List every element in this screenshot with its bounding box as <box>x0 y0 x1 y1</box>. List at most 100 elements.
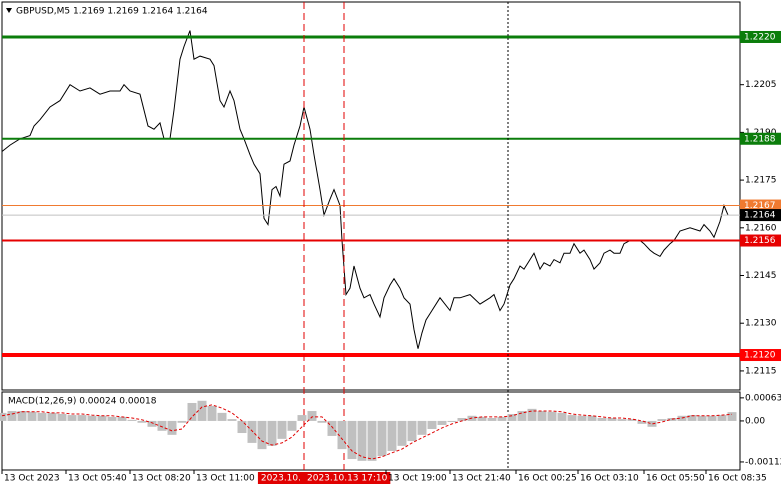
macd-histogram-bar <box>337 420 347 450</box>
x-tick-label: 16 Oct 03:10 <box>580 474 639 484</box>
chart-title: GBPUSD,M5 1.2169 1.2169 1.2164 1.2164 <box>16 7 208 17</box>
macd-histogram-bar <box>107 416 117 421</box>
macd-histogram-bar <box>627 419 637 421</box>
macd-histogram-bar <box>137 420 147 423</box>
y-tick-label: 1.2205 <box>745 80 777 90</box>
macd-histogram-bar <box>487 418 497 421</box>
price-level-tag <box>740 234 781 247</box>
price-level-label: 1.2164 <box>744 211 776 221</box>
macd-histogram-bar <box>717 415 727 421</box>
macd-histogram-bar <box>547 411 557 421</box>
macd-histogram-bar <box>267 420 277 446</box>
macd-histogram-bar <box>727 412 737 421</box>
macd-histogram-bar <box>357 420 367 461</box>
macd-histogram-bar <box>17 411 27 421</box>
macd-histogram-bar <box>7 411 17 421</box>
macd-histogram-bar <box>217 412 227 421</box>
macd-histogram-bar <box>67 415 77 421</box>
y-tick-label: 1.2130 <box>745 319 777 329</box>
macd-histogram-bar <box>167 420 177 435</box>
macd-histogram-bar <box>27 411 37 421</box>
x-tick-label: 16 Oct 00:25 <box>518 474 577 484</box>
macd-histogram-bar <box>127 419 137 421</box>
x-tick-label: 13 Oct 19:00 <box>388 474 447 484</box>
macd-histogram-bar <box>247 420 257 443</box>
price-level-tag <box>740 349 781 362</box>
y-tick-label: -0.00112 <box>745 457 781 467</box>
macd-histogram-bar <box>437 420 447 425</box>
macd-histogram-bar <box>287 420 297 431</box>
macd-histogram-bar <box>587 415 597 421</box>
y-tick-label: 1.2145 <box>745 271 777 281</box>
macd-histogram-bar <box>607 418 617 421</box>
macd-histogram-bar <box>97 415 107 421</box>
macd-histogram-bar <box>657 419 667 421</box>
price-panel <box>1 1 741 391</box>
macd-histogram-bar <box>157 420 167 431</box>
macd-histogram-bar <box>77 415 87 421</box>
x-tick-label: 16 Oct 08:35 <box>708 474 767 484</box>
y-tick-label: 0.00063 <box>745 393 781 403</box>
y-tick-label: 1.2175 <box>745 176 777 186</box>
macd-histogram-bar <box>317 420 327 423</box>
symbol-menu-icon[interactable] <box>6 8 12 13</box>
macd-histogram-bar <box>177 420 187 423</box>
price-level-tag <box>740 30 781 43</box>
macd-histogram-bar <box>637 420 647 424</box>
macd-histogram-bar <box>497 416 507 421</box>
macd-histogram-bar <box>327 420 337 436</box>
macd-histogram-bar <box>227 419 237 421</box>
macd-histogram-bar <box>617 419 627 421</box>
macd-histogram-bar <box>517 411 527 421</box>
macd-histogram-bar <box>297 415 307 421</box>
price-level-label: 1.2120 <box>744 351 776 361</box>
macd-histogram-bar <box>387 420 397 451</box>
macd-histogram-bar <box>567 415 577 421</box>
macd-histogram-bar <box>307 411 317 421</box>
price-line <box>1 30 729 349</box>
macd-histogram-bar <box>687 415 697 421</box>
macd-histogram-bar <box>707 415 717 421</box>
x-tick-label: 13 Oct 2023 <box>4 474 60 484</box>
macd-histogram-bar <box>57 413 67 421</box>
macd-histogram-bar <box>277 420 287 439</box>
macd-histogram-bar <box>537 411 547 421</box>
price-level-tag <box>740 132 781 145</box>
x-tick-label: 13 Oct 21:40 <box>452 474 511 484</box>
macd-histogram-bar <box>457 418 467 421</box>
macd-histogram-bar <box>207 405 217 421</box>
macd-histogram-bar <box>347 420 357 460</box>
macd-histogram-bar <box>557 412 567 421</box>
macd-histogram-bar <box>367 420 377 461</box>
macd-histogram-bar <box>417 420 427 435</box>
macd-histogram-bar <box>87 415 97 421</box>
price-level-label: 1.2156 <box>744 236 776 246</box>
macd-histogram-bar <box>117 416 127 421</box>
price-level-label: 1.2167 <box>744 201 776 211</box>
macd-histogram-bar <box>447 420 457 423</box>
macd-histogram-bar <box>697 415 707 421</box>
x-tick-label: 13 Oct 05:40 <box>68 474 127 484</box>
vertical-line-label: 2023.10.13 17:10 <box>307 474 388 484</box>
macd-histogram-bar <box>237 420 247 434</box>
macd-histogram-bar <box>647 420 657 427</box>
macd-histogram-bar <box>197 400 207 421</box>
macd-histogram-bar <box>397 420 407 446</box>
macd-histogram-bar <box>147 420 157 427</box>
macd-histogram-bar <box>37 412 47 421</box>
macd-histogram-bar <box>187 402 197 421</box>
macd-histogram-bar <box>47 412 57 421</box>
y-tick-label: 0.00 <box>745 416 765 426</box>
x-tick-label: 16 Oct 05:50 <box>646 474 705 484</box>
macd-histogram-bar <box>597 418 607 421</box>
macd-histogram-bar <box>407 420 417 442</box>
macd-histogram-bar <box>377 420 387 457</box>
macd-histogram-bar <box>527 408 537 421</box>
vertical-line-label: 2023.10. <box>261 474 301 484</box>
price-level-tag <box>740 199 781 212</box>
macd-histogram-bar <box>257 420 267 450</box>
macd-histogram-bar <box>507 413 517 421</box>
price-level-label: 1.2220 <box>744 32 776 42</box>
price-level-label: 1.2188 <box>744 134 776 144</box>
